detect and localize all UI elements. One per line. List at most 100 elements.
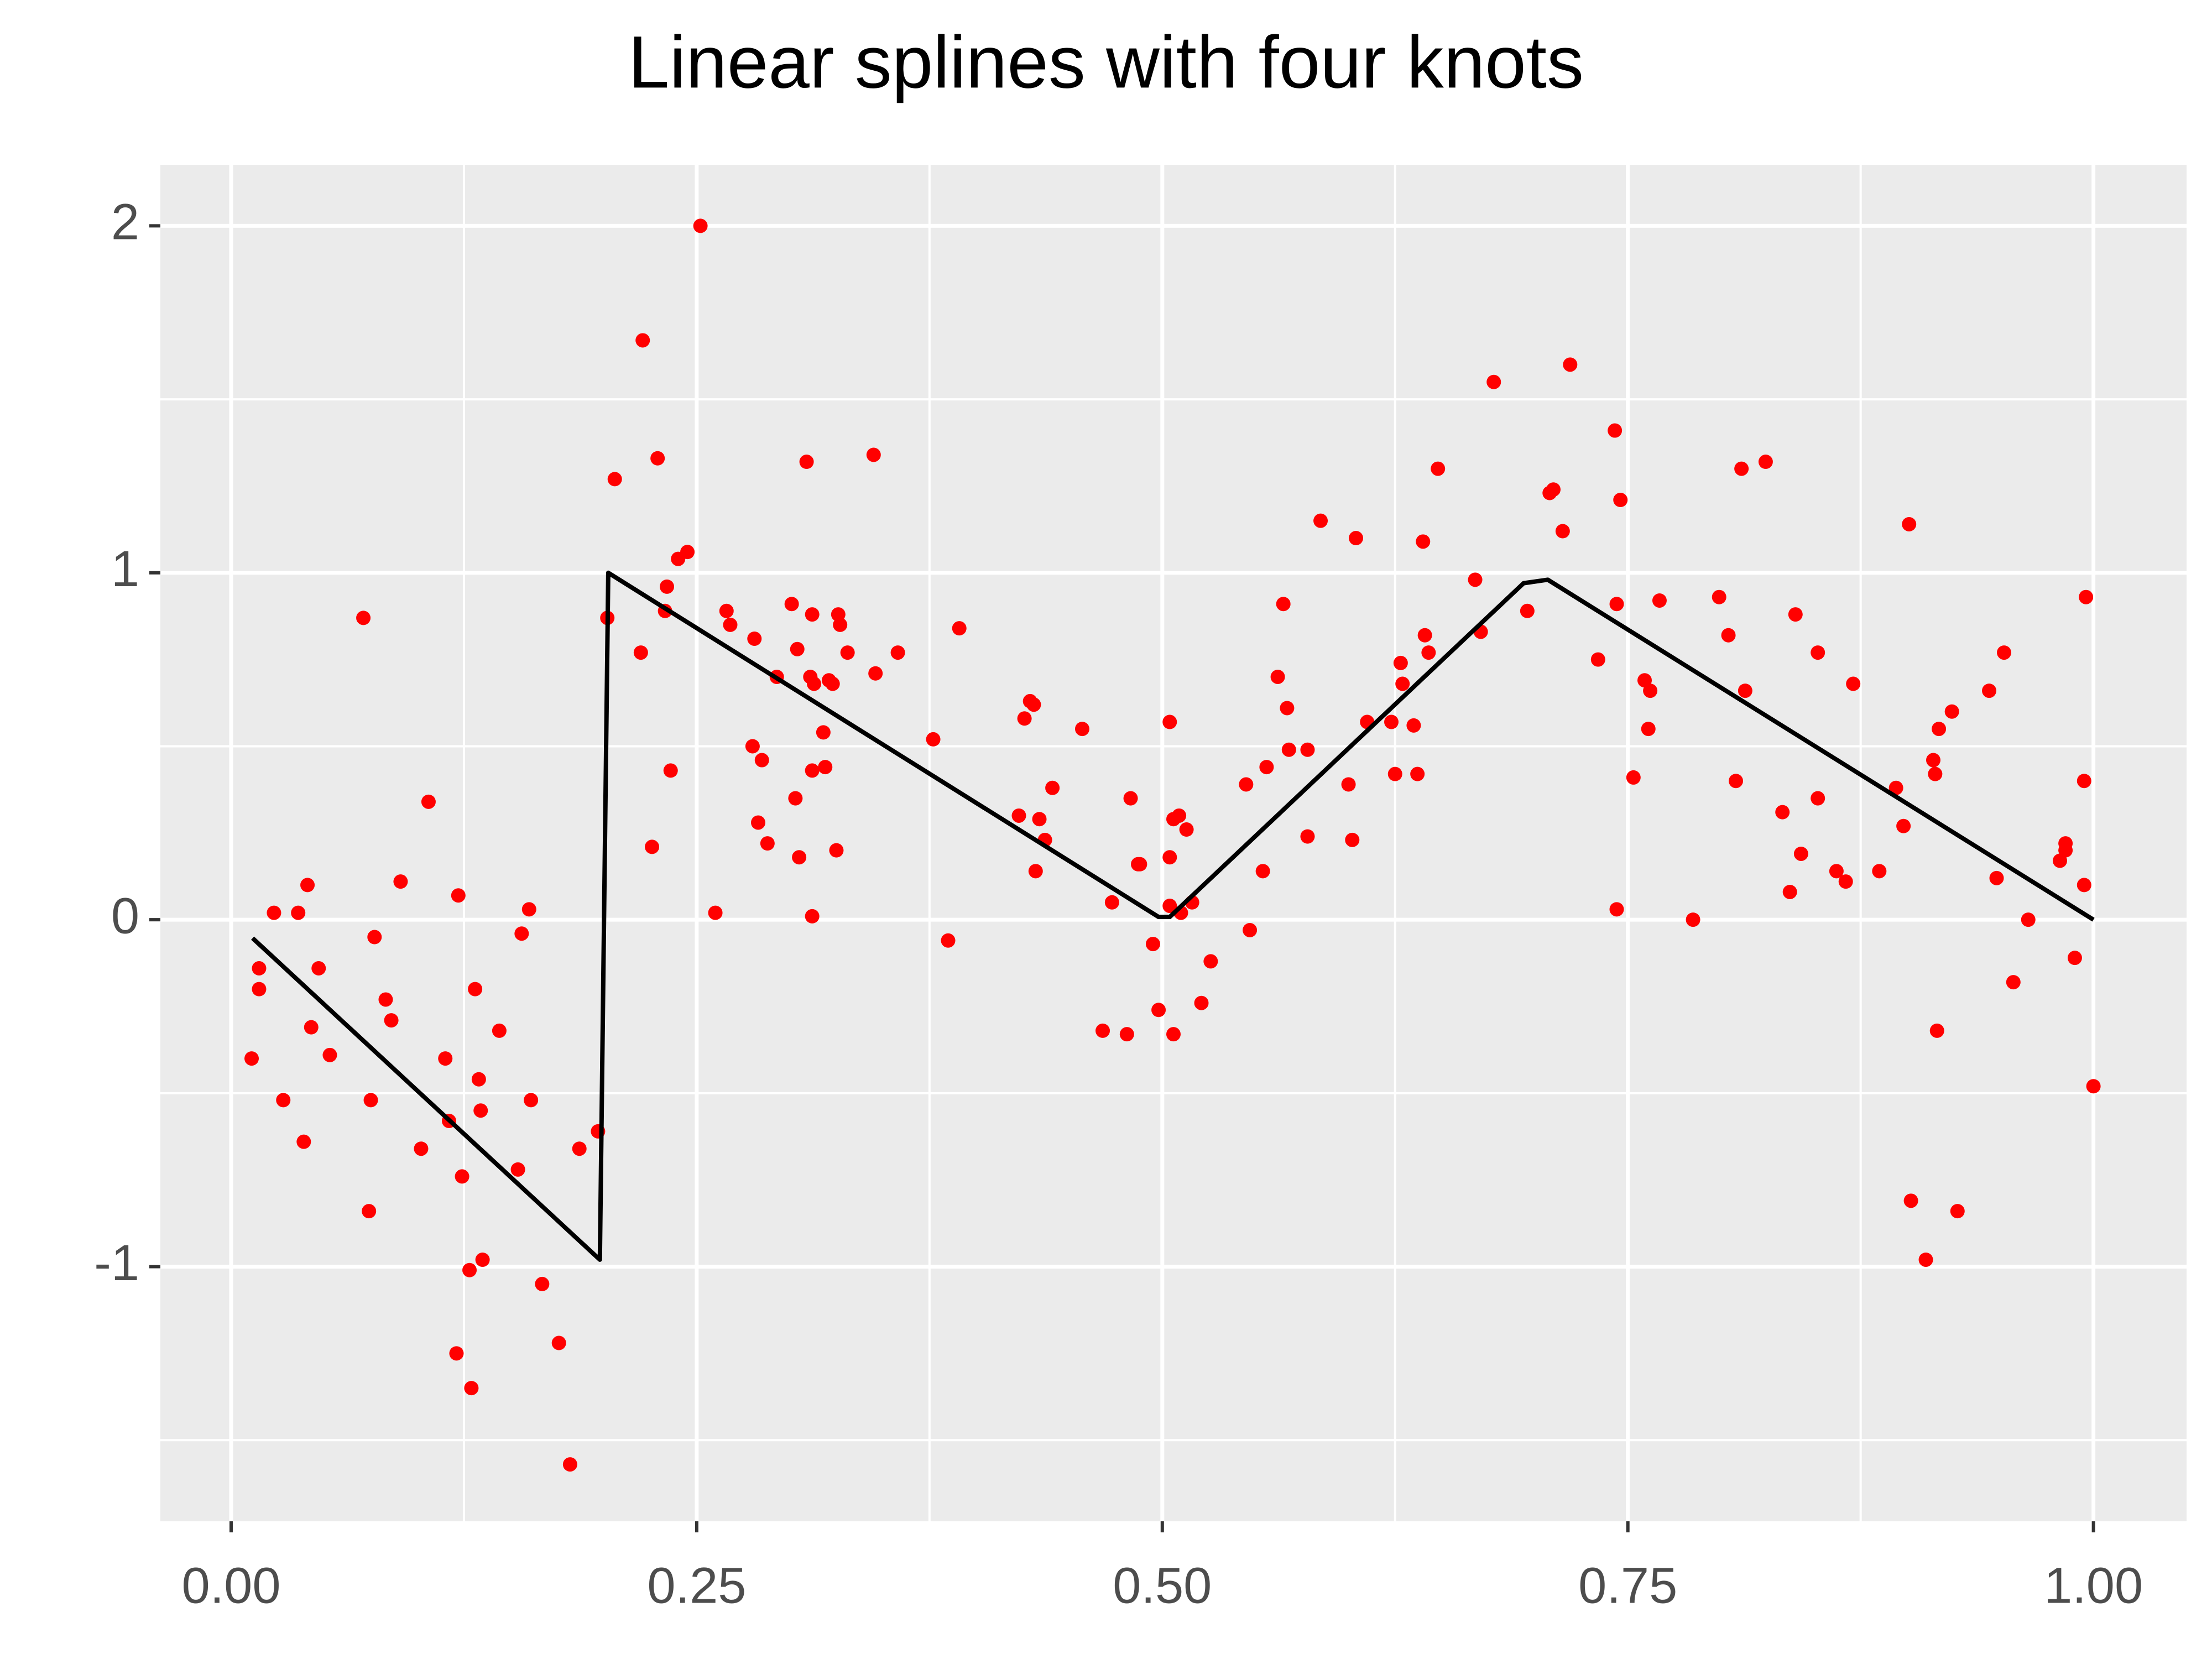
point (788, 791, 803, 806)
point (1384, 714, 1399, 729)
point (473, 1103, 488, 1118)
point (790, 641, 805, 656)
point (2021, 912, 2036, 927)
point (708, 905, 723, 920)
point (1387, 766, 1402, 781)
point (1932, 722, 1947, 737)
point (438, 1051, 453, 1066)
x-tick-label: 1.00 (2044, 1557, 2143, 1614)
point (784, 597, 799, 612)
point (551, 1335, 566, 1350)
point (468, 982, 483, 997)
point (252, 982, 267, 997)
point (1123, 791, 1138, 806)
point (1520, 603, 1535, 618)
point (1194, 995, 1209, 1010)
point (1243, 922, 1258, 937)
point (805, 909, 820, 924)
point (1074, 722, 1089, 737)
point (1349, 531, 1364, 546)
point (833, 617, 848, 632)
point (2006, 975, 2021, 990)
point (1300, 829, 1315, 844)
point (799, 455, 814, 469)
point (805, 763, 820, 778)
point (1395, 676, 1410, 691)
point (1313, 513, 1328, 528)
point (291, 905, 306, 920)
point (244, 1051, 259, 1066)
point (1641, 722, 1656, 737)
point (650, 451, 665, 466)
point (754, 753, 769, 768)
y-tick-label: -1 (94, 1235, 139, 1291)
point (451, 888, 466, 903)
point (645, 839, 660, 854)
point (492, 1023, 507, 1038)
point (1950, 1204, 1965, 1219)
point (751, 815, 766, 830)
point (1421, 645, 1436, 660)
point (2058, 836, 2073, 851)
point (926, 732, 941, 747)
point (2079, 589, 2094, 604)
point (510, 1162, 525, 1177)
point (1095, 1023, 1110, 1038)
point (607, 472, 622, 487)
point (1162, 714, 1177, 729)
point (1393, 655, 1408, 670)
point (311, 961, 326, 975)
point (1280, 701, 1295, 716)
point (1468, 572, 1483, 587)
point (1793, 846, 1808, 861)
point (816, 725, 831, 740)
point (1721, 628, 1736, 643)
point (1133, 857, 1147, 872)
point (414, 1141, 429, 1156)
point (1902, 517, 1917, 531)
y-tick-label: 0 (111, 888, 139, 944)
point (2077, 878, 2091, 893)
point (941, 933, 956, 948)
point (562, 1457, 577, 1472)
point (1563, 357, 1578, 372)
point (1011, 808, 1026, 823)
point (633, 645, 648, 660)
point (747, 631, 762, 646)
point (1944, 704, 1959, 719)
point (535, 1276, 550, 1291)
point (1811, 645, 1825, 660)
point (818, 760, 833, 775)
point (1172, 808, 1187, 823)
point (1300, 742, 1315, 757)
point (719, 603, 734, 618)
point (660, 579, 674, 594)
x-tick-label: 0.00 (181, 1557, 280, 1614)
x-tick-label: 0.25 (647, 1557, 746, 1614)
x-tick-label: 0.50 (1113, 1557, 1212, 1614)
plot-panel (160, 165, 2187, 1521)
point (1179, 822, 1194, 837)
point (1255, 864, 1270, 879)
point (1345, 832, 1360, 847)
point (384, 1013, 399, 1028)
y-tick-label: 2 (111, 194, 139, 251)
point (1417, 628, 1432, 643)
point (455, 1169, 469, 1184)
point (1729, 774, 1744, 789)
point (1166, 1027, 1181, 1042)
point (1410, 766, 1425, 781)
x-tick-label: 0.75 (1578, 1557, 1677, 1614)
point (1996, 645, 2011, 660)
point (1609, 902, 1624, 917)
point (1896, 818, 1911, 833)
point (267, 905, 281, 920)
point (1929, 1023, 1944, 1038)
point (1686, 912, 1700, 927)
point (367, 930, 382, 945)
point (252, 961, 267, 975)
point (1888, 780, 1903, 795)
point (462, 1262, 477, 1277)
point (1406, 718, 1421, 733)
